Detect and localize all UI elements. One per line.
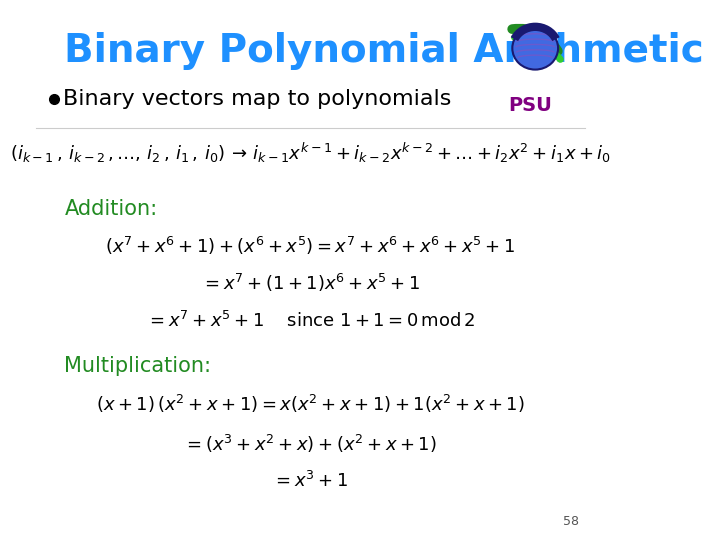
Text: PSU: PSU <box>509 96 552 116</box>
Text: Binary Polynomial Arithmetic: Binary Polynomial Arithmetic <box>64 32 704 70</box>
Text: $= x^3+1$: $= x^3+1$ <box>272 471 348 491</box>
Text: $= x^7 +(1+1)x^6 + x^5 + 1$: $= x^7 +(1+1)x^6 + x^5 + 1$ <box>201 272 420 294</box>
FancyArrowPatch shape <box>512 29 558 51</box>
Text: $(x+1)\,(x^2+x+1) = x(x^2+x+1) + 1(x^2+x+1)$: $(x+1)\,(x^2+x+1) = x(x^2+x+1) + 1(x^2+x… <box>96 393 525 415</box>
Text: Binary vectors map to polynomials: Binary vectors map to polynomials <box>63 89 451 109</box>
Text: $(i_{k-1}\,,\, i_{k-2}\,,\ldots,\, i_2\,,\, i_1\,,\, i_0) \,\rightarrow\, i_{k-1: $(i_{k-1}\,,\, i_{k-2}\,,\ldots,\, i_2\,… <box>10 140 611 165</box>
Text: Addition:: Addition: <box>64 199 158 219</box>
Text: $(x^7 + x^6 + 1) + (x^6 + x^5) = x^7 + x^6 + x^6 + x^5 + 1$: $(x^7 + x^6 + 1) + (x^6 + x^5) = x^7 + x… <box>105 235 516 257</box>
Text: 58: 58 <box>563 515 580 528</box>
Text: $= (x^3+x^2+x) + (x^2+x+1)$: $= (x^3+x^2+x) + (x^2+x+1)$ <box>184 433 437 455</box>
FancyArrowPatch shape <box>515 37 560 59</box>
Text: Multiplication:: Multiplication: <box>64 356 212 376</box>
Text: $= x^7 +x^5 + 1\quad$ since $1+1=0\,\mathrm{mod}\,2$: $= x^7 +x^5 + 1\quad$ since $1+1=0\,\mat… <box>145 310 475 331</box>
Circle shape <box>513 27 558 70</box>
